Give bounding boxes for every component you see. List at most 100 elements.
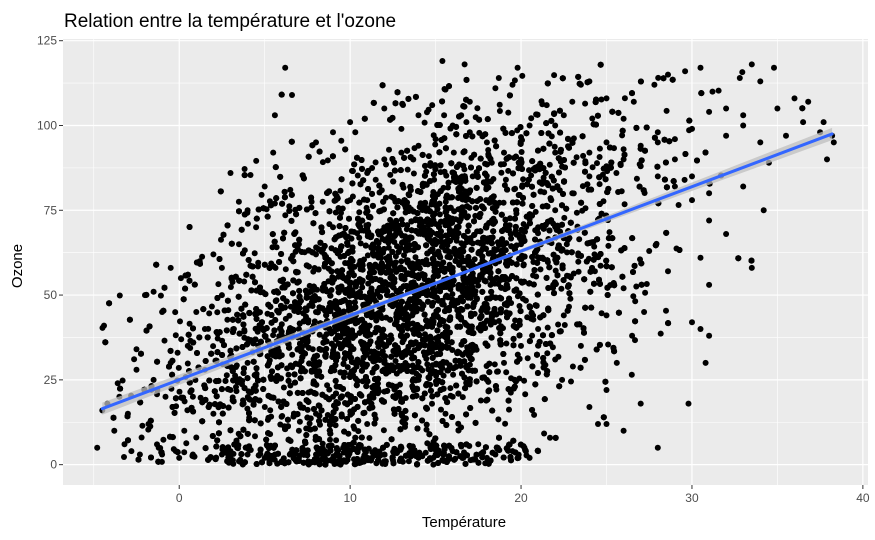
data-point	[356, 234, 363, 241]
data-point	[282, 212, 289, 219]
data-point	[544, 350, 551, 357]
data-point	[500, 199, 507, 206]
data-point	[461, 166, 468, 173]
data-point	[643, 281, 650, 287]
data-point	[568, 378, 574, 385]
data-point	[287, 382, 294, 389]
data-point	[423, 421, 430, 428]
data-point	[322, 352, 329, 359]
data-point	[410, 170, 417, 177]
data-point	[757, 139, 764, 146]
data-point	[218, 264, 225, 271]
data-point	[344, 198, 351, 205]
data-point	[654, 129, 661, 136]
data-point	[682, 68, 689, 75]
data-point	[282, 315, 289, 322]
data-point	[145, 426, 152, 433]
data-point	[576, 236, 583, 243]
data-point	[492, 85, 499, 92]
data-point	[157, 292, 164, 299]
data-point	[330, 129, 336, 136]
data-point	[346, 215, 352, 222]
data-point	[567, 295, 574, 302]
data-point	[589, 115, 596, 122]
data-point	[564, 249, 570, 256]
data-point	[509, 81, 516, 88]
data-point	[175, 364, 182, 371]
data-point	[774, 105, 781, 112]
data-point	[507, 215, 514, 222]
data-point	[740, 183, 747, 190]
data-point	[651, 81, 658, 88]
data-point	[347, 119, 354, 126]
data-point	[446, 261, 453, 268]
data-point	[326, 221, 333, 228]
data-point	[338, 137, 345, 144]
data-point	[630, 98, 637, 105]
data-point	[603, 421, 610, 427]
data-point	[495, 75, 502, 81]
data-point	[547, 434, 553, 441]
data-point	[401, 252, 407, 259]
data-point	[706, 332, 713, 339]
data-point	[620, 146, 627, 153]
data-point	[178, 336, 185, 343]
data-point	[121, 441, 128, 448]
data-point	[333, 437, 340, 444]
data-point	[501, 359, 507, 366]
data-point	[366, 435, 373, 441]
data-point	[386, 146, 392, 153]
data-point	[596, 145, 603, 152]
data-point	[116, 292, 123, 299]
data-point	[723, 231, 730, 237]
data-point	[354, 172, 361, 179]
data-point	[364, 421, 371, 427]
data-point	[359, 266, 366, 273]
data-point	[114, 380, 121, 387]
data-point	[830, 139, 837, 146]
data-point	[603, 312, 610, 319]
chart-title: Relation entre la température et l'ozone	[64, 11, 396, 32]
data-point	[270, 332, 277, 339]
data-point	[162, 393, 169, 400]
data-point	[289, 351, 296, 358]
data-point	[244, 451, 251, 458]
data-point	[524, 314, 531, 321]
data-point	[210, 410, 217, 417]
data-point	[119, 377, 126, 384]
data-point	[739, 69, 746, 76]
data-point	[642, 289, 649, 296]
data-point	[521, 377, 528, 384]
data-point	[526, 167, 532, 174]
data-point	[411, 145, 418, 152]
data-point	[270, 149, 277, 156]
data-point	[316, 331, 323, 338]
data-point	[267, 407, 274, 414]
data-point	[800, 119, 807, 126]
data-point	[244, 359, 251, 366]
data-point	[632, 337, 638, 344]
data-point	[210, 251, 217, 258]
data-point	[139, 422, 146, 429]
data-point	[244, 220, 251, 227]
data-point	[350, 423, 357, 430]
data-point	[459, 394, 466, 401]
data-point	[425, 153, 432, 160]
data-point	[613, 170, 620, 176]
data-point	[544, 324, 551, 331]
data-point	[364, 252, 371, 259]
data-point	[285, 371, 292, 378]
data-point	[205, 325, 212, 332]
data-point	[575, 268, 582, 275]
data-point	[450, 149, 457, 156]
data-point	[177, 318, 183, 325]
data-point	[496, 325, 502, 331]
data-point	[654, 173, 661, 180]
data-point	[671, 136, 678, 143]
data-point	[327, 436, 333, 443]
data-point	[697, 64, 704, 71]
data-point	[172, 309, 179, 316]
data-point	[546, 161, 553, 168]
data-point	[398, 216, 405, 223]
